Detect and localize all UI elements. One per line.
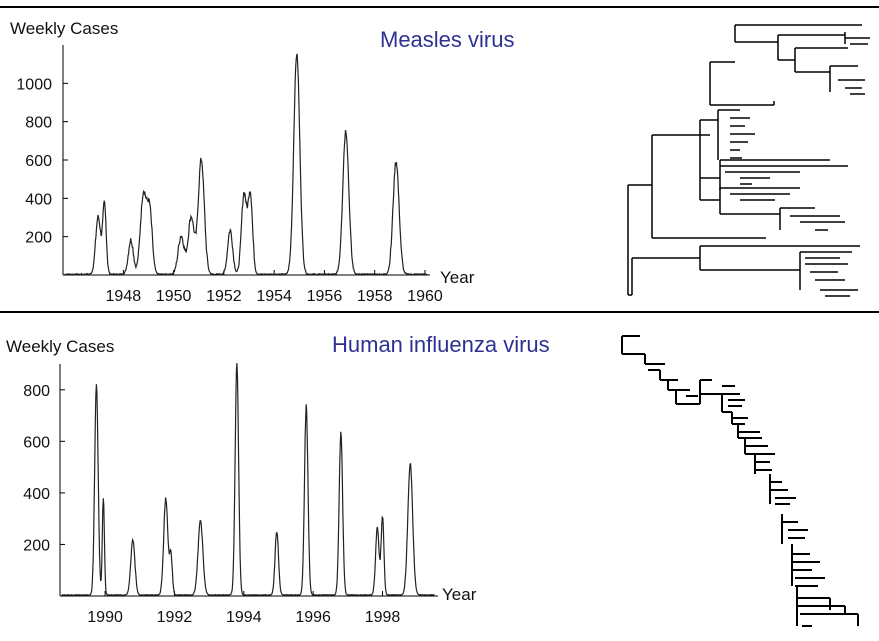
panel-divider: [0, 311, 879, 313]
measles-x-tick-label: 1958: [357, 288, 393, 305]
influenza-x-tick-label: 1996: [295, 609, 331, 626]
measles-weekly-cases-line: [64, 53, 428, 276]
influenza-x-tick-label: 1994: [226, 609, 262, 626]
influenza-phylogenetic-tree: [621, 335, 859, 627]
influenza-y-axis-label: Weekly Cases: [6, 337, 114, 356]
measles-x-tick-label: 1954: [256, 288, 292, 305]
influenza-x-axis-label: Year: [442, 585, 477, 604]
influenza-x-ticks: 1990 1992 1994 1996 1998: [87, 591, 400, 626]
measles-panel: Weekly Cases Measles virus Year 200 400 60…: [0, 0, 879, 312]
influenza-x-tick-label: 1992: [157, 609, 193, 626]
measles-x-tick-label: 1948: [106, 288, 142, 305]
measles-y-tick-label: 800: [25, 115, 52, 132]
measles-x-axis-label: Year: [440, 268, 475, 287]
influenza-y-tick-label: 600: [23, 434, 50, 451]
measles-x-tick-label: 1950: [156, 288, 192, 305]
measles-chart-title: Measles virus: [380, 27, 514, 52]
influenza-chart-title: Human influenza virus: [332, 332, 550, 357]
influenza-y-tick-label: 400: [23, 486, 50, 503]
measles-y-tick-label: 400: [25, 191, 52, 208]
measles-x-ticks: 1948 1950 1952 1954 1956 1958 1960: [106, 270, 443, 305]
measles-y-tick-label: 600: [25, 153, 52, 170]
measles-y-axis-label: Weekly Cases: [10, 19, 118, 38]
measles-y-ticks: 200 400 600 800 1000: [16, 76, 68, 247]
measles-chart: Weekly Cases Measles virus Year 200 400 60…: [10, 19, 870, 305]
measles-x-tick-label: 1960: [407, 288, 443, 305]
influenza-panel: Weekly Cases Human influenza virus Year …: [0, 314, 879, 636]
measles-y-tick-label: 200: [25, 230, 52, 247]
measles-x-tick-label: 1956: [307, 288, 343, 305]
measles-phylogenetic-tree: [627, 24, 870, 297]
top-divider: [0, 6, 879, 8]
influenza-y-tick-label: 800: [23, 383, 50, 400]
influenza-y-tick-label: 200: [23, 537, 50, 554]
influenza-x-tick-label: 1998: [365, 609, 401, 626]
influenza-y-ticks: 200 400 600 800: [23, 383, 65, 554]
influenza-x-tick-label: 1990: [87, 609, 123, 626]
influenza-chart: Weekly Cases Human influenza virus Year …: [6, 332, 859, 627]
measles-y-tick-label: 1000: [16, 76, 52, 93]
influenza-weekly-cases-line: [61, 363, 435, 597]
measles-x-tick-label: 1952: [206, 288, 242, 305]
